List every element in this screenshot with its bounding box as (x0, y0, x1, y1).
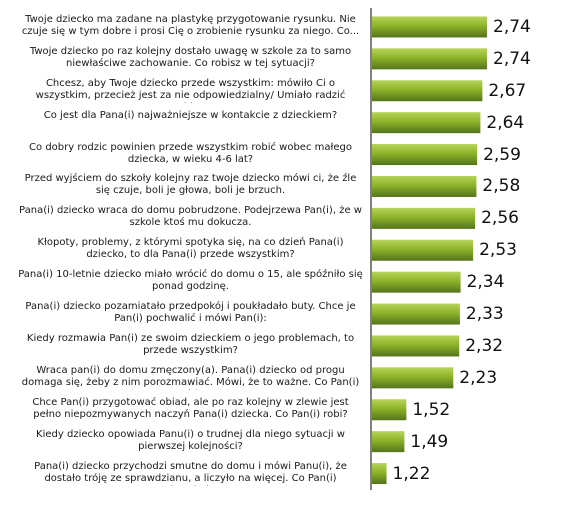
bar (372, 175, 477, 197)
bar (372, 335, 460, 357)
bar (372, 144, 478, 166)
category-label: Pana(i) dziecko wraca do domu pobrudzone… (19, 205, 362, 229)
bar (372, 463, 387, 485)
category-label: Co dobry rodzic powinien przede wszystki… (29, 141, 352, 165)
bar (372, 207, 476, 229)
bar (372, 303, 460, 325)
category-label: Kiedy dziecko opowiada Panu(i) o trudnej… (36, 428, 345, 452)
category-label: Kłopoty, problemy, z którymi spotyka się… (37, 237, 344, 261)
value-label: 2,59 (483, 144, 521, 165)
value-label: 1,49 (410, 431, 449, 452)
value-label: 2,53 (479, 240, 517, 261)
category-label: Przed wyjściem do szkoły kolejny raz two… (24, 173, 357, 197)
category-label: Wraca pan(i) do domu zmęczony(a). Pana(i… (21, 364, 360, 390)
category-label: Chce Pan(i) przygotować obiad, ale po ra… (32, 396, 349, 420)
bar (372, 271, 461, 293)
bar (372, 431, 405, 453)
category-label: Kiedy rozmawia Pan(i) ze swoim dzieckiem… (26, 332, 355, 356)
category-label: Twoje dziecko po raz kolejny dostało uwa… (29, 45, 352, 69)
value-label: 2,74 (493, 16, 531, 37)
value-label: 2,56 (481, 208, 519, 229)
value-label: 2,67 (488, 80, 527, 101)
bar (372, 112, 481, 134)
bar (372, 48, 487, 70)
value-label: 2,33 (465, 304, 504, 325)
bar (372, 399, 407, 421)
bar (372, 16, 487, 38)
value-label: 2,32 (465, 335, 504, 356)
value-label: 2,34 (466, 272, 505, 293)
bar (372, 80, 483, 102)
value-label: 1,52 (412, 399, 451, 420)
bar (372, 367, 454, 389)
value-label: 2,58 (482, 176, 521, 197)
category-label: Co jest dla Pana(i) najważniejsze w kont… (43, 109, 338, 121)
bar (372, 239, 474, 261)
value-label: 1,22 (392, 463, 431, 484)
category-label: Pana(i) dziecko pozamiatało przedpokój i… (25, 301, 356, 325)
category-label: Chcesz, aby Twoje dziecko przede wszystk… (35, 77, 346, 103)
category-label: Pana(i) dziecko przychodzi smutne do dom… (34, 460, 347, 486)
value-label: 2,74 (493, 48, 531, 69)
bars-group (372, 16, 487, 485)
value-label: 2,64 (486, 112, 525, 133)
category-label: Twoje dziecko ma zadane na plastykę przy… (21, 13, 360, 37)
value-label: 2,23 (459, 367, 498, 388)
category-label: Pana(i) 10-letnie dziecko miało wrócić d… (18, 269, 363, 293)
